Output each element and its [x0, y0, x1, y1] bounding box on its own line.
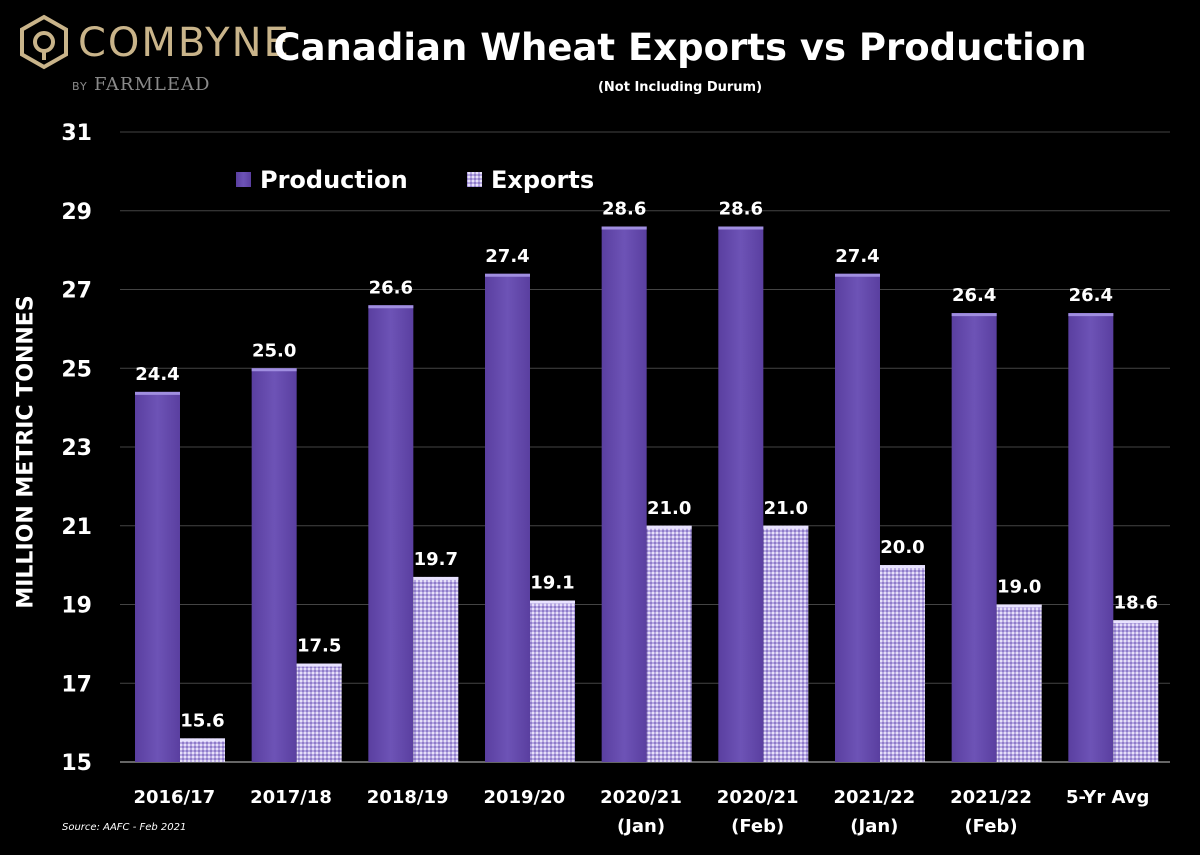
- production-bar: [485, 273, 530, 762]
- production-bar-cap: [485, 273, 530, 277]
- x-tick-label: (Jan): [617, 816, 665, 837]
- production-bar-cap: [1068, 313, 1114, 317]
- exports-bar: [763, 525, 809, 762]
- legend-exports-swatch: [467, 172, 482, 187]
- exports-bar-cap: [880, 565, 925, 569]
- exports-bar-cap: [763, 525, 809, 529]
- production-value-label: 27.4: [485, 246, 529, 267]
- legend-production-label: Production: [260, 166, 408, 194]
- y-tick-label: 25: [61, 357, 92, 382]
- x-tick-label: 2018/19: [367, 787, 449, 808]
- production-value-label: 26.6: [369, 277, 413, 298]
- exports-bar: [996, 604, 1042, 762]
- exports-bar: [296, 663, 342, 762]
- exports-value-label: 17.5: [297, 636, 341, 657]
- y-tick-label: 17: [61, 672, 92, 697]
- x-tick-label: (Jan): [850, 816, 898, 837]
- exports-bar-cap: [413, 576, 459, 580]
- production-value-label: 26.4: [952, 285, 996, 306]
- production-bar: [1068, 313, 1114, 762]
- exports-bar-cap: [646, 525, 692, 529]
- production-bar: [718, 226, 764, 762]
- x-tick-label: 2019/20: [483, 787, 565, 808]
- x-tick-label: (Feb): [964, 816, 1017, 837]
- y-tick-label: 15: [61, 751, 92, 776]
- x-tick-label: 2017/18: [250, 787, 332, 808]
- exports-value-label: 18.6: [1114, 592, 1158, 613]
- exports-bar: [646, 525, 692, 762]
- exports-value-label: 15.6: [180, 710, 224, 731]
- x-tick-label: 2021/22: [833, 787, 915, 808]
- production-bar: [601, 226, 647, 762]
- y-tick-label: 31: [61, 121, 92, 146]
- production-value-label: 27.4: [835, 246, 879, 267]
- exports-bar-cap: [996, 604, 1042, 608]
- y-tick-label: 23: [61, 436, 92, 461]
- y-tick-label: 21: [61, 515, 92, 540]
- source-note: Source: AAFC - Feb 2021: [62, 822, 187, 833]
- exports-value-label: 19.0: [997, 577, 1041, 598]
- exports-bar-cap: [530, 600, 575, 604]
- exports-bar-cap: [1113, 620, 1159, 624]
- chart-subtitle: (Not Including Durum): [597, 80, 763, 95]
- logo-by-text: BY: [72, 80, 88, 93]
- logo-wordmark: COMBYNE: [78, 20, 291, 66]
- production-value-label: 28.6: [719, 199, 763, 220]
- production-bar-cap: [718, 226, 764, 230]
- exports-bar: [1113, 620, 1159, 762]
- combyne-logo-icon: [20, 14, 68, 70]
- x-tick-label: 5-Yr Avg: [1066, 787, 1149, 808]
- x-tick-label: (Feb): [731, 816, 784, 837]
- production-value-label: 24.4: [135, 364, 179, 385]
- x-tick-label: 2020/21: [600, 787, 682, 808]
- y-tick-label: 29: [61, 200, 92, 225]
- production-value-label: 28.6: [602, 199, 646, 220]
- production-bar-cap: [601, 226, 647, 230]
- production-bar-cap: [951, 313, 997, 317]
- production-value-label: 26.4: [1069, 285, 1113, 306]
- x-tick-label: 2020/21: [717, 787, 799, 808]
- production-bar: [251, 368, 297, 762]
- exports-value-label: 19.7: [414, 549, 458, 570]
- exports-value-label: 20.0: [880, 537, 924, 558]
- exports-value-label: 21.0: [764, 498, 808, 519]
- exports-value-label: 19.1: [530, 573, 574, 594]
- y-tick-label: 19: [61, 594, 92, 619]
- legend-exports-label: Exports: [491, 166, 594, 194]
- chart-title: Canadian Wheat Exports vs Production: [273, 26, 1087, 69]
- production-bar-cap: [135, 391, 180, 395]
- production-value-label: 25.0: [252, 340, 296, 361]
- y-tick-label: 27: [61, 279, 92, 304]
- production-bar: [368, 305, 414, 762]
- legend: Production Exports: [236, 166, 594, 194]
- production-bar-cap: [251, 368, 297, 372]
- exports-bar-cap: [180, 738, 225, 742]
- exports-bar: [413, 576, 459, 762]
- legend-production-swatch: [236, 172, 251, 187]
- exports-bar: [880, 565, 925, 762]
- x-tick-label: 2021/22: [950, 787, 1032, 808]
- combyne-logo: COMBYNE BY FARMLEAD: [16, 12, 289, 102]
- exports-bar: [180, 738, 225, 762]
- exports-value-label: 21.0: [647, 498, 691, 519]
- production-bar-cap: [368, 305, 414, 309]
- bars: [135, 226, 1159, 762]
- production-bar: [951, 313, 997, 762]
- logo-partner-text: FARMLEAD: [94, 74, 211, 95]
- production-bar: [835, 273, 880, 762]
- production-bar-cap: [835, 273, 880, 277]
- labels: 24.4 15.6 2016/17 25.0 17.5 2017/18 26.6 19.7 20…: [133, 199, 1158, 838]
- production-bar: [135, 391, 180, 762]
- x-tick-label: 2016/17: [133, 787, 215, 808]
- exports-bar: [530, 600, 575, 762]
- exports-bar-cap: [296, 663, 342, 667]
